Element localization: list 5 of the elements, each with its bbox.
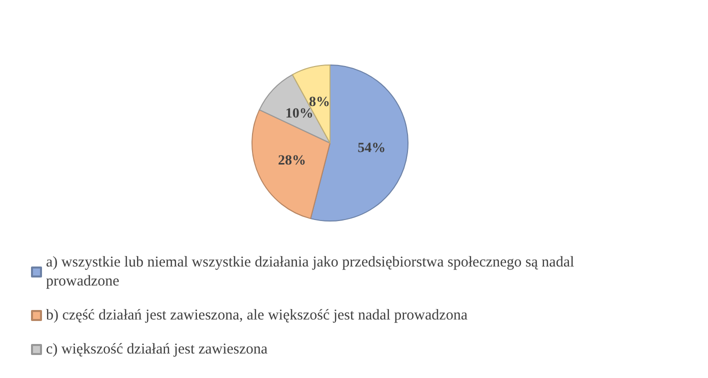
- data-label: 28%: [278, 153, 306, 168]
- legend-label: c) większość działań jest zawieszona: [46, 342, 268, 358]
- legend-label: b) część działań jest zawieszona, ale większość jest nadal prowadzona: [46, 308, 468, 324]
- legend-label: a) wszystkie lub niemal wszystkie działania jako przedsiębiorstwa społecznego są nadal prowadzone: [46, 254, 578, 290]
- data-label: 54%: [358, 140, 386, 156]
